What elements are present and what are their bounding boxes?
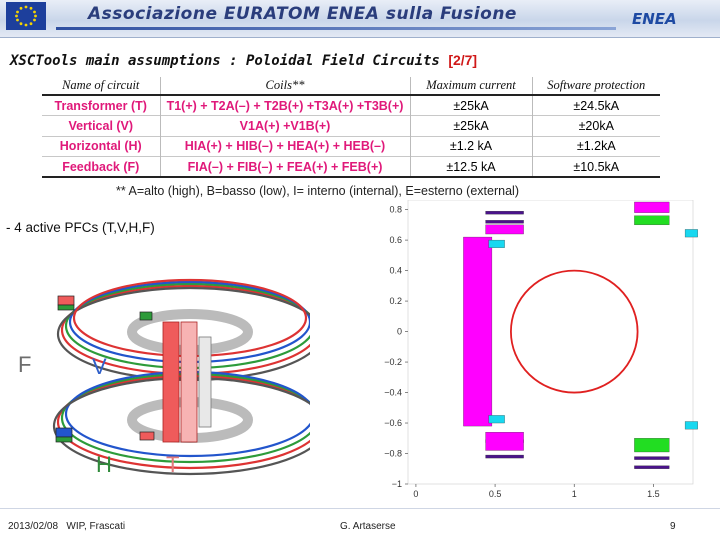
max-current: ±25kA: [409, 115, 532, 136]
y-tick-label: −1: [392, 479, 402, 489]
table-row: Transformer (T) T1(+) + T2A(–) + T2B(+) …: [42, 94, 660, 116]
coil-T-upper-outer: [634, 201, 670, 213]
x-tick-label: 0.5: [489, 489, 502, 499]
footer-date: 2013/02/08: [8, 521, 59, 532]
label-V: V: [92, 354, 107, 379]
org-title: Associazione EURATOM ENEA sulla Fusione: [88, 4, 517, 24]
label-T: T: [166, 452, 179, 477]
col-header: Maximum current: [409, 77, 532, 96]
software-protection: ±1.2kA: [531, 135, 660, 157]
plasma-boundary: [510, 269, 639, 394]
coil-V-upper-bar2: [485, 220, 524, 224]
circuit-coils: FIA(–) + FIB(–) + FEA(+) + FEB(+): [159, 156, 410, 178]
label-H: H: [96, 452, 112, 477]
plot-area: [407, 200, 694, 485]
coil-V-upper-bar: [485, 210, 524, 215]
max-current: ±25kA: [409, 94, 532, 116]
y-tick-label: −0.6: [384, 418, 402, 428]
y-tick-label: −0.8: [384, 449, 402, 459]
table-footnote: ** A=alto (high), B=basso (low), I= inte…: [116, 184, 519, 198]
coil-assembly-illustration: F V H T: [18, 278, 310, 477]
footer-left: 2013/02/08 WIP, Frascati: [8, 521, 125, 532]
col-header: Name of circuit: [42, 77, 160, 96]
coil-H-outer-upper: [684, 229, 698, 238]
circuit-name: Vertical (V): [42, 115, 160, 136]
software-protection: ±20kA: [531, 115, 660, 136]
table-header-row: Name of circuit Coils** Maximum current …: [42, 77, 660, 96]
coil-F-lower-outer: [634, 438, 670, 453]
footer-venue: WIP, Frascati: [66, 521, 126, 532]
y-tick-label: 0.6: [389, 235, 402, 245]
software-protection: ±10.5kA: [531, 156, 660, 178]
circuit-table: Name of circuit Coils** Maximum current …: [42, 77, 660, 178]
eu-stars-icon: [15, 5, 37, 27]
circuit-coils: HIA(+) + HIB(–) + HEA(+) + HEB(–): [159, 135, 410, 157]
x-tick-label: 1: [572, 489, 577, 499]
y-tick-label: 0.2: [389, 296, 402, 306]
slide-page-ref: [2/7]: [448, 52, 478, 68]
footer-page-number: 9: [670, 521, 676, 532]
footer-author: G. Artaserse: [340, 521, 396, 532]
coil-V-lower-bar2: [485, 454, 524, 459]
x-tick-label: 1.5: [647, 489, 660, 499]
y-tick-label: −0.4: [384, 388, 402, 398]
coil-V-lower-outer2: [634, 465, 670, 469]
y-tick-label: 0.8: [389, 205, 402, 215]
table-row: Vertical (V) V1A(+) +V1B(+) ±25kA ±20kA: [42, 115, 660, 136]
coil-H-outer-lower: [684, 421, 698, 430]
coil-T-lower-inner: [485, 432, 524, 451]
circuit-name: Transformer (T): [42, 94, 160, 116]
coil-T-upper-inner: [485, 224, 524, 235]
col-header: Software protection: [531, 77, 660, 96]
footer-divider: [0, 508, 720, 509]
y-tick-label: −0.2: [384, 357, 402, 367]
coil-geometry-chart: 0.8 0.6 0.4 0.2 0 −0.2 −0.4 −0.6 −0.8 −1 0 0.5 1 1.5: [384, 200, 698, 499]
coil-F-upper-outer: [634, 215, 670, 226]
label-F: F: [18, 352, 31, 377]
banner-stripe: [56, 27, 616, 30]
coil-V-lower-outer: [634, 456, 670, 460]
table-row: Feedback (F) FIA(–) + FIB(–) + FEA(+) + …: [42, 156, 660, 178]
slide-title: XSCTools main assumptions : Poloidal Fie…: [10, 52, 477, 69]
bullet-text: - 4 active PFCs (T,V,H,F): [6, 220, 155, 235]
circuit-name: Feedback (F): [42, 156, 160, 178]
y-tick-label: 0: [397, 327, 402, 337]
enea-logo: ENEA: [632, 10, 677, 28]
software-protection: ±24.5kA: [531, 94, 660, 116]
circuit-coils: T1(+) + T2A(–) + T2B(+) +T3A(+) +T3B(+): [159, 94, 410, 116]
eu-flag-icon: [6, 2, 46, 30]
col-header: Coils**: [159, 77, 410, 96]
max-current: ±1.2 kA: [409, 135, 532, 157]
circuit-name: Horizontal (H): [42, 135, 160, 157]
header-banner: Associazione EURATOM ENEA sulla Fusione …: [0, 0, 720, 38]
table-row: Horizontal (H) HIA(+) + HIB(–) + HEA(+) …: [42, 135, 660, 157]
coil-H-upper: [488, 239, 505, 248]
circuit-coils: V1A(+) +V1B(+): [159, 115, 410, 136]
coil-H-lower: [488, 415, 505, 424]
x-tick-label: 0: [413, 489, 418, 499]
y-tick-label: 0.4: [389, 266, 402, 276]
slide-title-text: XSCTools main assumptions : Poloidal Fie…: [10, 53, 440, 69]
coil-T-center: [463, 236, 493, 427]
max-current: ±12.5 kA: [409, 156, 532, 178]
